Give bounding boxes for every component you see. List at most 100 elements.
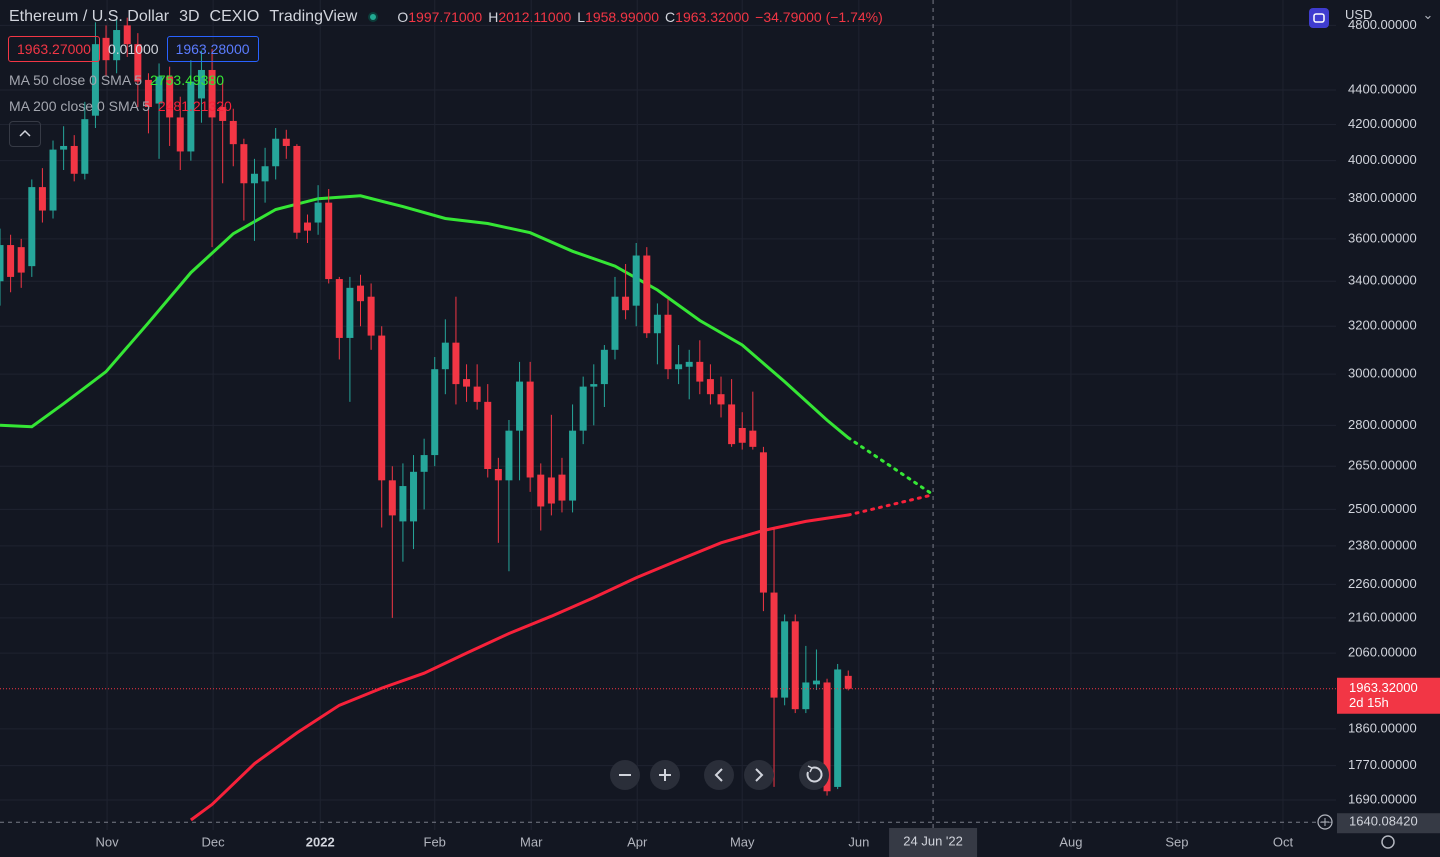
candle-body	[60, 145, 68, 150]
add-button[interactable]	[1317, 814, 1333, 830]
y-tick-label: 2800.00000	[1348, 417, 1417, 432]
candle-body	[706, 379, 714, 395]
candle-body	[17, 247, 25, 273]
ma-line	[190, 513, 849, 822]
candle-body	[685, 361, 693, 367]
ohlc-close: C1963.32000	[665, 9, 749, 25]
ma-legend: MA 50 close 0 SMA 5 2753.49380	[9, 72, 224, 88]
candle-body	[0, 245, 4, 282]
candle-body	[653, 314, 661, 334]
ma-forecast	[846, 493, 935, 517]
y-tick-label: 3600.00000	[1348, 230, 1417, 245]
last-price-box	[1337, 677, 1440, 714]
status-dot	[368, 12, 379, 22]
y-tick-label: 3000.00000	[1348, 366, 1417, 381]
scroll-right-button[interactable]	[744, 760, 774, 790]
interval: 3D	[179, 8, 200, 25]
candle-body	[229, 120, 237, 145]
candle-body	[208, 69, 216, 118]
candle-body	[399, 486, 407, 522]
candle-body	[823, 682, 831, 792]
ohlc-readout: O1997.71000 H2012.11000 L1958.99000 C196…	[397, 9, 882, 25]
zoom-in-button[interactable]	[650, 760, 680, 790]
source: TradingView	[269, 8, 358, 25]
y-tick-label: 4200.00000	[1348, 116, 1417, 131]
candle-body	[197, 69, 205, 99]
ma-forecast	[846, 436, 935, 497]
candle-body	[123, 25, 131, 45]
x-tick-label: Aug	[1059, 834, 1082, 849]
x-tick-label: Jun	[848, 834, 869, 849]
candle-body	[49, 149, 57, 211]
ohlc-high: H2012.11000	[488, 9, 571, 25]
candle-body	[463, 379, 471, 387]
settings-button[interactable]	[1381, 835, 1395, 849]
axes: 4800.00000 4400.00000 4200.00000 4000.00000…	[96, 17, 1440, 857]
candle-body	[770, 592, 778, 698]
currency[interactable]: USD ⌄	[1345, 7, 1433, 23]
candle-body	[410, 471, 418, 522]
y-tick-label: 3200.00000	[1348, 318, 1417, 333]
currency-toggle[interactable]	[1308, 7, 1330, 29]
y-tick-label: 1860.00000	[1348, 720, 1417, 735]
grid	[0, 0, 1336, 830]
candle-body	[102, 37, 110, 61]
candle-body	[176, 117, 184, 152]
candle-body	[569, 430, 577, 501]
exchange: CEXIO	[209, 8, 260, 25]
candle-body	[749, 430, 757, 447]
collapse-button[interactable]	[9, 121, 41, 147]
candle-body	[558, 474, 566, 501]
candle-body	[643, 255, 651, 334]
countdown-label: 2d 15h	[1349, 695, 1389, 710]
scroll-left-button[interactable]	[704, 760, 734, 790]
candle-body	[70, 145, 78, 174]
high-value: 2012.11000	[498, 9, 572, 25]
candle-body	[452, 342, 460, 385]
y-tick-label: 2380.00000	[1348, 537, 1417, 552]
candle-body	[600, 349, 608, 385]
close-value: 1963.32000	[675, 9, 750, 25]
symbol: Ethereum / U.S. Dollar	[9, 8, 170, 25]
x-tick-label: May	[730, 834, 755, 849]
candle-body	[303, 222, 311, 231]
bid-button[interactable]: 1963.27000	[8, 36, 100, 62]
candle-body	[38, 187, 46, 211]
candle-body	[516, 381, 524, 431]
candle-body	[664, 314, 672, 370]
candle-body	[187, 81, 195, 152]
candle-body	[261, 166, 269, 182]
reset-button[interactable]	[799, 760, 829, 790]
ma-line	[0, 194, 850, 439]
zoom-out-button[interactable]	[610, 760, 640, 790]
candle-body	[781, 621, 789, 698]
candle-body	[696, 361, 704, 382]
candle-body	[219, 107, 227, 121]
crosshair-y-box	[1337, 813, 1440, 834]
candle-body	[717, 394, 725, 405]
candle-body	[28, 187, 36, 267]
plot-area	[0, 0, 1336, 830]
ohlc-low: L1958.99000	[577, 9, 659, 25]
candle-body	[166, 76, 174, 118]
ask-button[interactable]: 1963.28000	[166, 36, 259, 62]
y-tick-label: 2650.00000	[1348, 458, 1417, 473]
candle-body	[441, 342, 449, 370]
candle-body	[622, 296, 630, 311]
candle-body	[293, 145, 301, 233]
candle-body	[420, 455, 428, 472]
candle-body	[738, 427, 746, 443]
open-label: O	[397, 9, 409, 25]
spread: 0.01000	[107, 41, 159, 57]
candle-body	[7, 245, 15, 277]
candle-body	[388, 480, 396, 516]
currency-label: USD	[1345, 7, 1373, 22]
y-tick-label: 3800.00000	[1348, 190, 1417, 205]
candle-body	[113, 30, 121, 61]
candle-body	[526, 381, 534, 478]
y-tick-label: 2500.00000	[1348, 501, 1417, 516]
crosshair-y-label: 1640.08420	[1349, 814, 1418, 829]
candle-body	[431, 369, 439, 456]
collapse-icon	[19, 129, 31, 137]
